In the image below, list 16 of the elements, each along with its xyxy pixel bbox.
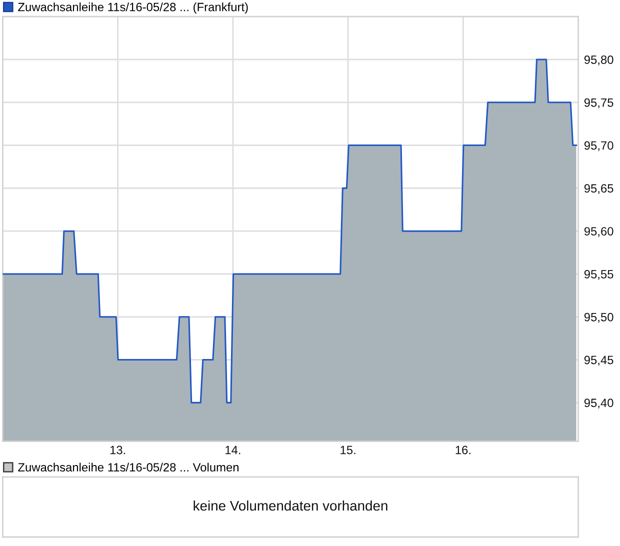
legend-label: Zuwachsanleihe 11s/16-05/28 ... Volumen: [18, 462, 239, 472]
x-tick-label: 16.: [456, 446, 470, 454]
y-tick-label: 95,60: [584, 227, 614, 237]
x-tick-label: 13.: [110, 446, 126, 454]
y-tick-label: 95,80: [584, 55, 614, 66]
x-tick-label: 14.: [226, 446, 240, 454]
legend-label: Zuwachsanleihe 11s/16-05/28 ... (Frankfurt): [18, 2, 248, 14]
x-tick-label: 15.: [340, 446, 356, 454]
y-tick-label: 95,55: [584, 270, 614, 280]
y-tick-label: 95,40: [584, 398, 614, 409]
y-tick-label: 95,65: [584, 184, 614, 194]
text: keine Volumendaten vorhanden: [194, 500, 388, 511]
y-tick-label: 95,45: [584, 356, 614, 366]
y-tick-label: 95,50: [584, 312, 614, 323]
y-tick-label: 95,70: [584, 141, 614, 152]
y-tick-label: 95,75: [584, 98, 614, 108]
